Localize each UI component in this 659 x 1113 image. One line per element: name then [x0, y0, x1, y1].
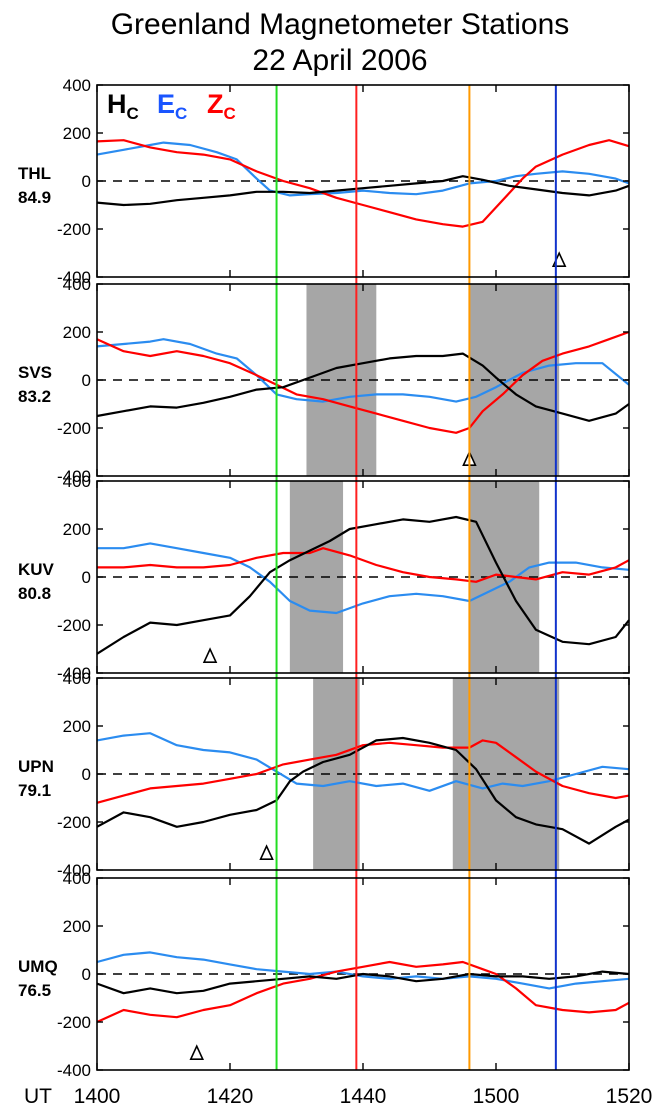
- y-tick-label: 0: [82, 371, 91, 390]
- station-name: KUV: [18, 560, 55, 579]
- x-tick-label: 1500: [473, 1085, 520, 1108]
- station-name: UPN: [18, 757, 54, 776]
- panel-kuv: 400 200 0 -200 -400 KUV 80.8: [18, 472, 630, 683]
- shaded-interval-kuv-0: [289, 481, 344, 673]
- triangle-marker: [259, 844, 274, 861]
- legend-entry-z: ZC: [207, 89, 236, 123]
- triangle-marker: [202, 647, 218, 664]
- series-z-umq: [96, 960, 630, 1024]
- y-tick-label: 200: [63, 124, 91, 143]
- chart-title-line-1: Greenland Magnetometer Stations: [111, 8, 570, 41]
- panels-group: 400 200 0 -200 -400 THL 84.9 400 200 0 -200 -400 SVS…: [18, 76, 630, 1080]
- series-h-kuv: [96, 515, 630, 655]
- y-tick-label: 200: [63, 717, 91, 736]
- triangle-marker: [189, 1044, 205, 1060]
- series-e-upn: [96, 732, 630, 792]
- station-name: UMQ: [18, 957, 58, 976]
- series-e-umq: [96, 951, 630, 990]
- x-axis-label: UT: [24, 1085, 52, 1108]
- x-tick-label: 1420: [207, 1085, 254, 1108]
- y-tick-label: 400: [63, 869, 91, 888]
- station-name: THL: [18, 164, 51, 183]
- panel-svs: 400 200 0 -200 -400 SVS 83.2: [18, 275, 630, 486]
- y-tick-label: 200: [63, 917, 91, 936]
- series-e-thl: [96, 141, 630, 197]
- x-tick-labels: 1400 1420 1440 1500 1520: [74, 1085, 653, 1108]
- x-tick-label: 1400: [74, 1085, 121, 1108]
- y-tick-label: 0: [82, 965, 91, 984]
- station-latitude: 84.9: [18, 188, 51, 207]
- legend-entry-e: EC: [157, 89, 187, 123]
- y-tick-label: 0: [82, 568, 91, 587]
- legend-entry-h: HC: [107, 89, 139, 123]
- legend: HC EC ZC: [107, 89, 236, 123]
- vertical-markers-group: [275, 85, 557, 1070]
- y-tick-label: -200: [57, 616, 91, 635]
- y-tick-label: -200: [57, 419, 91, 438]
- y-tick-label: 400: [63, 472, 91, 491]
- series-h-svs: [96, 352, 630, 422]
- station-name: SVS: [18, 363, 52, 382]
- x-tick-label: 1440: [340, 1085, 387, 1108]
- series-z-kuv: [97, 547, 630, 583]
- station-latitude: 80.8: [18, 584, 51, 603]
- y-tick-label: -400: [57, 664, 91, 683]
- y-tick-label: 200: [63, 323, 91, 342]
- series-z-upn: [96, 739, 630, 804]
- y-tick-label: 400: [63, 275, 91, 294]
- shaded-interval-upn-0: [313, 678, 360, 870]
- station-latitude: 83.2: [18, 387, 51, 406]
- x-tick-label: 1520: [606, 1085, 653, 1108]
- panel-umq: 400 200 0 -200 -400 UMQ 76.5: [18, 869, 630, 1080]
- series-e-kuv: [97, 542, 630, 615]
- y-tick-label: 0: [82, 172, 91, 191]
- y-tick-label: 200: [63, 520, 91, 539]
- series-z-svs: [96, 330, 630, 434]
- series-z-thl: [96, 139, 630, 228]
- y-tick-label: 400: [63, 76, 91, 95]
- y-tick-label: 0: [82, 765, 91, 784]
- chart-title-line-2: 22 April 2006: [252, 44, 427, 77]
- y-tick-label: -200: [57, 1013, 91, 1032]
- y-tick-label: -400: [57, 268, 91, 287]
- series-h-thl: [96, 175, 630, 207]
- y-tick-label: -200: [57, 813, 91, 832]
- y-tick-label: 400: [63, 669, 91, 688]
- y-tick-label: -200: [57, 220, 91, 239]
- station-latitude: 76.5: [18, 981, 51, 1000]
- panel-frames-group: [96, 84, 630, 1071]
- y-tick-label: -400: [57, 1061, 91, 1080]
- series-h-upn: [96, 736, 630, 845]
- panel-upn: 400 200 0 -200 -400 UPN 79.1: [18, 669, 630, 880]
- series-h-umq: [96, 970, 630, 995]
- y-tick-label: -400: [57, 467, 91, 486]
- y-tick-label: -400: [57, 861, 91, 880]
- station-latitude: 79.1: [18, 781, 51, 800]
